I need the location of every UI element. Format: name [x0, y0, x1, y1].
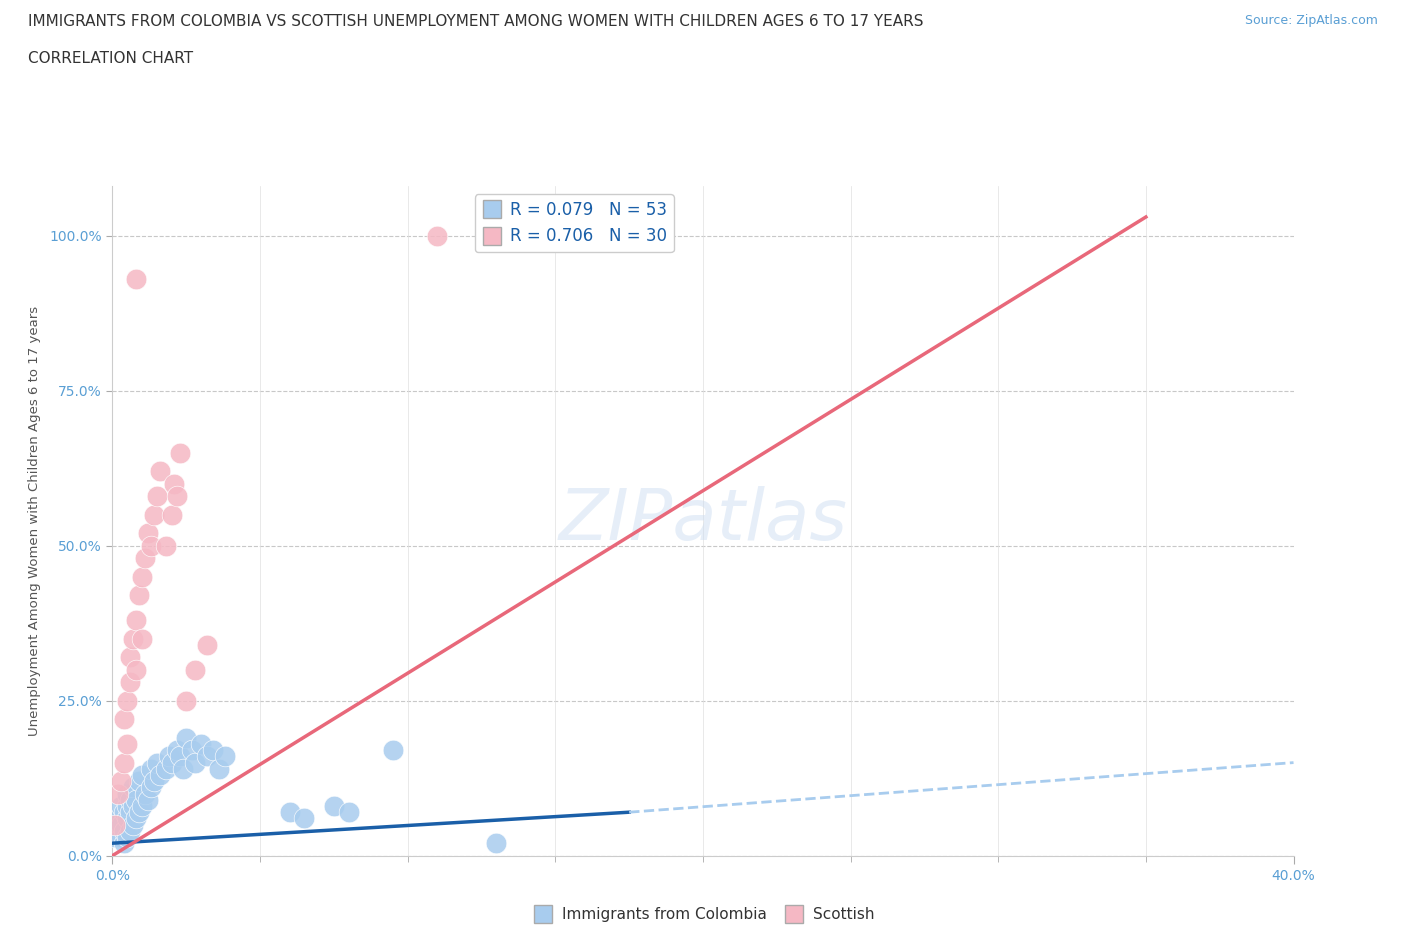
Point [184, 662, 207, 677]
Point [292, 811, 315, 826]
Point [184, 755, 207, 770]
Point [122, 631, 145, 646]
Point [112, 711, 135, 726]
Point [110, 799, 132, 814]
Point [146, 755, 169, 770]
Point [112, 804, 135, 819]
Point [107, 823, 129, 838]
Point [128, 804, 150, 819]
Point [172, 762, 194, 777]
Point [166, 488, 188, 503]
Point [174, 730, 197, 745]
Point [122, 817, 145, 832]
Text: Source: ZipAtlas.com: Source: ZipAtlas.com [1244, 14, 1378, 27]
Point [117, 811, 138, 826]
Point [142, 774, 165, 789]
Point [120, 804, 142, 819]
Point [125, 811, 148, 826]
Point [120, 792, 142, 807]
Point [181, 743, 204, 758]
Point [120, 823, 142, 838]
Text: ZIPatlas: ZIPatlas [558, 486, 848, 555]
Point [190, 737, 212, 751]
Point [107, 811, 129, 826]
Point [125, 662, 148, 677]
Point [134, 551, 156, 565]
Point [117, 830, 138, 844]
Legend: Immigrants from Colombia, Scottish: Immigrants from Colombia, Scottish [526, 901, 880, 928]
Point [160, 507, 183, 522]
Point [136, 525, 159, 540]
Point [120, 674, 142, 689]
Point [382, 743, 405, 758]
Point [169, 445, 191, 460]
Point [169, 749, 191, 764]
Point [131, 799, 153, 814]
Point [131, 767, 153, 782]
Point [117, 737, 138, 751]
Point [128, 774, 150, 789]
Point [112, 823, 135, 838]
Point [201, 743, 224, 758]
Point [157, 749, 180, 764]
Point [195, 637, 218, 652]
Point [104, 830, 127, 844]
Point [195, 749, 218, 764]
Point [163, 476, 186, 491]
Point [146, 488, 169, 503]
Point [155, 538, 177, 553]
Point [117, 693, 138, 708]
Point [131, 631, 153, 646]
Point [155, 762, 177, 777]
Point [117, 799, 138, 814]
Point [323, 799, 346, 814]
Point [160, 755, 183, 770]
Point [117, 786, 138, 801]
Point [139, 780, 162, 795]
Text: IMMIGRANTS FROM COLOMBIA VS SCOTTISH UNEMPLOYMENT AMONG WOMEN WITH CHILDREN AGES: IMMIGRANTS FROM COLOMBIA VS SCOTTISH UNE… [28, 14, 924, 29]
Text: CORRELATION CHART: CORRELATION CHART [28, 51, 193, 66]
Y-axis label: Unemployment Among Women with Children Ages 6 to 17 years: Unemployment Among Women with Children A… [28, 306, 41, 736]
Point [110, 774, 132, 789]
Point [142, 507, 165, 522]
Point [120, 650, 142, 665]
Point [166, 743, 188, 758]
Point [122, 780, 145, 795]
Point [485, 836, 508, 851]
Point [104, 817, 127, 832]
Point [337, 804, 360, 819]
Point [214, 749, 236, 764]
Point [125, 613, 148, 628]
Point [278, 804, 301, 819]
Point [149, 464, 172, 479]
Point [125, 792, 148, 807]
Point [112, 836, 135, 851]
Point [134, 786, 156, 801]
Point [174, 693, 197, 708]
Point [104, 817, 127, 832]
Point [139, 762, 162, 777]
Point [110, 830, 132, 844]
Point [107, 786, 129, 801]
Point [112, 755, 135, 770]
Point [122, 799, 145, 814]
Point [136, 792, 159, 807]
Point [131, 569, 153, 584]
Point [426, 228, 449, 243]
Point [125, 272, 148, 286]
Point [128, 588, 150, 603]
Point [110, 817, 132, 832]
Point [208, 762, 231, 777]
Point [139, 538, 162, 553]
Point [149, 767, 172, 782]
